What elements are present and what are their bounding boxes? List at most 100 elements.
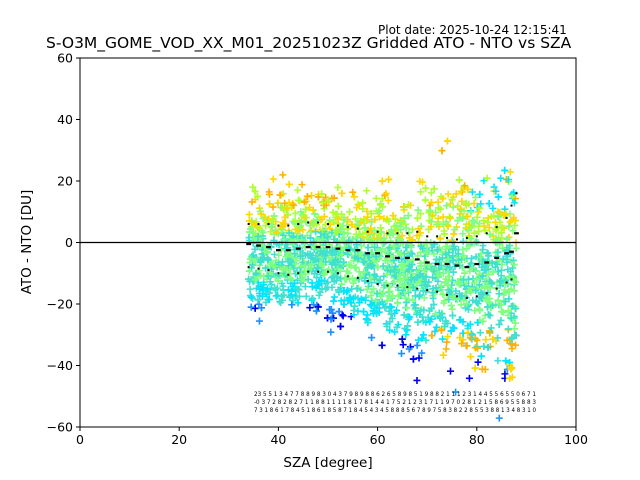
- scatter-point: [444, 190, 452, 198]
- scatter-point: [284, 286, 292, 294]
- scatter-point: [495, 321, 503, 328]
- scatter-point: [469, 217, 477, 225]
- series-lower-point: [346, 275, 349, 278]
- scatter-point: [472, 286, 480, 294]
- series-upper-point: [416, 230, 419, 233]
- scatter-point: [266, 278, 274, 286]
- scatter-point: [343, 267, 351, 275]
- scatter-point: [300, 198, 308, 206]
- scatter-point: [337, 225, 345, 233]
- scatter-point: [246, 255, 254, 263]
- scatter-point: [272, 228, 280, 236]
- scatter-point: [508, 341, 516, 349]
- scatter-point: [500, 211, 508, 219]
- scatter-point: [415, 225, 423, 233]
- scatter-point: [391, 328, 399, 336]
- x-tick-label: 0: [76, 432, 84, 447]
- x-tick-label: 20: [171, 432, 187, 447]
- scatter-point: [398, 232, 406, 240]
- scatter-point: [390, 266, 398, 274]
- scatter-point: [449, 268, 457, 276]
- scatter-point: [485, 252, 493, 260]
- scatter-point: [313, 273, 321, 281]
- scatter-point: [466, 320, 474, 328]
- scatter-point: [386, 268, 394, 276]
- y-tick-label: 40: [57, 112, 73, 127]
- scatter-point: [484, 270, 492, 278]
- scatter-point: [366, 301, 374, 309]
- scatter-point: [354, 221, 362, 229]
- scatter-point: [504, 176, 512, 184]
- series-lower-point: [455, 295, 458, 298]
- scatter-point: [336, 267, 344, 275]
- scatter-point: [386, 326, 394, 334]
- scatter-point: [512, 305, 520, 313]
- series-upper-point: [406, 232, 409, 235]
- scatter-point: [297, 262, 305, 270]
- scatter-point: [487, 324, 495, 332]
- scatter-point: [291, 260, 299, 268]
- scatter-point: [443, 202, 451, 210]
- scatter-point: [460, 296, 468, 304]
- scatter-point: [360, 308, 368, 316]
- scatter-point: [341, 275, 349, 283]
- scatter-point: [245, 234, 253, 242]
- scatter-point: [357, 242, 365, 250]
- series-upper-point: [336, 224, 339, 227]
- scatter-point: [318, 285, 326, 293]
- series-upper-point: [396, 232, 399, 235]
- scatter-point: [481, 226, 489, 234]
- series-upper-point: [356, 227, 359, 230]
- scatter-point: [462, 200, 470, 208]
- scatter-point: [364, 244, 372, 252]
- series-upper-point: [297, 223, 300, 226]
- scatter-point: [388, 314, 396, 322]
- scatter-point: [435, 256, 443, 264]
- scatter-point: [484, 311, 492, 319]
- scatter-point: [457, 207, 465, 215]
- scatter-point: [465, 374, 473, 382]
- scatter-point: [285, 229, 293, 237]
- scatter-point: [372, 194, 380, 202]
- scatter-point: [432, 310, 440, 318]
- scatter-point: [386, 287, 394, 295]
- scatter-point: [507, 314, 515, 322]
- scatter-point: [478, 263, 486, 271]
- scatter-point: [452, 388, 460, 396]
- scatter-point: [494, 357, 502, 365]
- scatter-point: [484, 303, 492, 311]
- scatter-point: [312, 307, 320, 315]
- scatter-point: [474, 300, 482, 308]
- scatter-point: [508, 335, 516, 343]
- scatter-point: [446, 200, 454, 208]
- scatter-point: [439, 220, 447, 228]
- scatter-point: [378, 177, 386, 185]
- scatter-point: [351, 302, 359, 310]
- scatter-point: [300, 214, 308, 222]
- scatter-point: [262, 264, 270, 272]
- scatter-point: [327, 315, 335, 323]
- scatter-point: [470, 229, 478, 237]
- scatter-point: [485, 200, 493, 208]
- scatter-point: [269, 203, 277, 211]
- scatter-point: [252, 269, 260, 277]
- scatter-point: [347, 299, 355, 307]
- scatter-point: [470, 279, 478, 287]
- scatter-point: [402, 331, 410, 339]
- scatter-point: [294, 299, 302, 307]
- scatter-point: [478, 290, 486, 298]
- series-lower-point: [510, 278, 513, 281]
- scatter-point: [330, 218, 338, 226]
- scatter-point: [506, 359, 514, 367]
- scatter-point: [413, 273, 421, 281]
- scatter-point: [376, 276, 384, 284]
- scatter-point: [308, 283, 316, 291]
- scatter-point: [270, 212, 278, 220]
- scatter-point: [402, 244, 410, 252]
- scatter-point: [457, 301, 465, 309]
- scatter-point: [440, 230, 448, 238]
- scatter-point: [254, 296, 262, 304]
- scatter-point: [349, 294, 357, 302]
- scatter-point: [448, 196, 456, 204]
- scatter-point: [317, 261, 325, 269]
